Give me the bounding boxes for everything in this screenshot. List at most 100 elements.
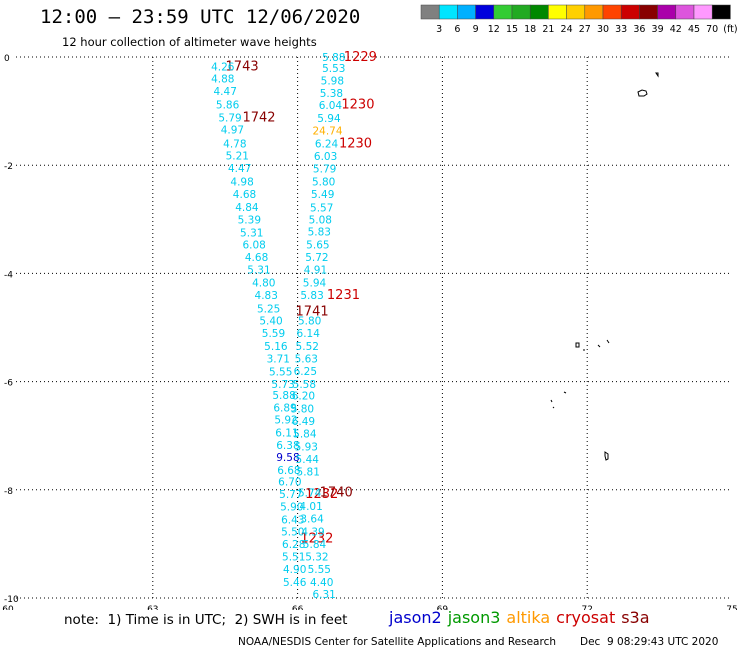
wave-height-point: 4.78	[223, 139, 246, 151]
x-tick-label: 66	[292, 605, 304, 610]
colorbar-label: 33	[615, 24, 627, 35]
wave-height-point: 5.25	[257, 304, 280, 316]
legend-item: cryosat	[556, 608, 616, 627]
colorbar-label: 3	[436, 24, 442, 35]
pass-time-label: 1740	[320, 486, 353, 501]
x-tick-label: 75	[726, 605, 737, 610]
wave-height-point: 5.79	[218, 113, 241, 125]
wave-height-point: 5.80	[298, 315, 321, 327]
colorbar-label: (ft)	[723, 24, 737, 35]
wave-height-point: 5.72	[305, 252, 328, 264]
x-tick-label: 60	[2, 605, 14, 610]
wave-height-point: 24.74	[312, 126, 342, 138]
wave-height-point: 6.03	[314, 151, 337, 163]
wave-height-point: 5.16	[264, 341, 288, 353]
wave-height-point: 3.71	[267, 353, 290, 365]
wave-height-point: 6.24	[315, 139, 339, 151]
island-shape	[550, 391, 567, 409]
chart-subtitle: 12 hour collection of altimeter wave hei…	[62, 35, 317, 49]
wave-height-point: 5.44	[296, 454, 320, 466]
wave-height-point: 5.79	[313, 163, 336, 175]
wave-height-point: 5.88	[272, 390, 295, 402]
wave-height-point: 6.38	[276, 440, 299, 452]
wave-height-point: 5.83	[308, 227, 331, 239]
colorbar-label: 36	[633, 24, 645, 35]
colorbar-label: 30	[597, 24, 609, 35]
wave-height-point: 5.55	[308, 564, 331, 576]
wave-height-point: 4.26	[211, 62, 235, 74]
legend-item: jason2	[389, 608, 442, 627]
wave-height-point: 4.84	[235, 202, 259, 214]
colorbar-label: 27	[579, 24, 591, 35]
wave-height-point: 5.21	[226, 150, 249, 162]
wave-height-point: 5.38	[320, 88, 343, 100]
x-tick-label: 72	[581, 605, 592, 610]
wave-height-point: 5.74	[298, 488, 322, 500]
coastline-islands	[550, 72, 659, 461]
wave-height-point: 5.98	[321, 75, 344, 87]
colorbar-label: 12	[488, 24, 500, 35]
wave-height-point: 5.32	[305, 551, 328, 563]
wave-height-point: 5.40	[259, 315, 282, 327]
wave-height-point: 5.08	[309, 214, 332, 226]
wave-height-point: 4.80	[252, 278, 275, 290]
wave-height-points: 17431742174117404.264.884.475.865.794.97…	[211, 50, 377, 601]
colorbar-swatch	[711, 4, 731, 20]
wave-height-point: 6.20	[292, 391, 315, 403]
wave-height-point: 5.55	[269, 366, 292, 378]
wave-height-point: 5.83	[300, 290, 323, 302]
wave-height-point: 6.31	[312, 589, 335, 601]
wave-height-point: 4.90	[283, 564, 306, 576]
wave-height-point: 5.77	[279, 489, 302, 501]
wave-height-point: 6.89	[273, 403, 296, 415]
x-tick-label: 69	[437, 605, 449, 610]
grid-lines	[16, 56, 732, 599]
wave-height-point: 4.47	[214, 86, 237, 98]
colorbar-label: 15	[506, 24, 518, 35]
wave-height-point: 5.31	[240, 227, 263, 239]
pass-time-label: 1741	[296, 304, 329, 319]
wave-height-point: 5.49	[311, 189, 334, 201]
wave-height-point: 5.57	[310, 202, 333, 214]
island-shape	[575, 339, 610, 351]
y-tick-label: -8	[4, 487, 13, 497]
wave-height-point: 5.52	[296, 341, 319, 353]
island-shape	[637, 89, 648, 97]
wave-height-point: 5.84	[303, 539, 327, 551]
wave-height-point: 4.47	[228, 163, 251, 175]
wave-height-point: 5.59	[262, 328, 285, 340]
colorbar-label: 6	[454, 24, 460, 35]
colorbar-labels: 3 6 9 12 15 18 21 24 27 30 33 36 39 42 45 70 (ft)	[436, 24, 737, 35]
wave-height-point: 5.93	[295, 442, 318, 454]
wave-height-point: 6.28	[282, 539, 305, 551]
wave-height-point: 6.14	[297, 328, 321, 340]
wave-height-point: 5.50	[281, 526, 304, 538]
colorbar: 3 6 9 12 15 18 21 24 27 30 33 36 39 42 45 70 (ft)	[420, 4, 738, 35]
wave-height-point: 5.88	[322, 52, 345, 64]
colorbar-label: 39	[652, 24, 664, 35]
pass-time-label: 1232	[305, 487, 338, 502]
wave-height-point: 5.94	[317, 113, 341, 125]
wave-height-point: 5.65	[306, 240, 329, 252]
wave-height-point: 5.31	[247, 265, 270, 277]
pass-time-label: 1229	[344, 50, 377, 65]
colorbar-swatches	[420, 4, 731, 20]
footer-note: note: 1) Time is in UTC; 2) SWH is in fe…	[64, 612, 348, 628]
wave-height-point: 4.68	[233, 189, 256, 201]
wave-height-point: 6.49	[292, 416, 315, 428]
legend-item: jason3	[447, 608, 501, 627]
wave-height-point: 5.94	[303, 278, 327, 290]
wave-height-point: 5.51	[282, 551, 305, 563]
wave-height-point: 5.39	[238, 214, 261, 226]
pass-time-label: 1230	[341, 98, 374, 113]
wave-height-point: 6.11	[275, 427, 298, 439]
colorbar-label: 70	[706, 24, 718, 35]
colorbar-label: 21	[542, 24, 554, 35]
wave-height-point: 5.58	[293, 379, 316, 391]
wave-height-point: 5.46	[283, 577, 307, 589]
y-tick-label: 0	[4, 54, 10, 64]
wave-height-point: 6.43	[281, 515, 304, 527]
wave-height-point: 5.80	[312, 176, 335, 188]
island-shape	[604, 451, 609, 461]
wave-height-point: 4.68	[245, 252, 268, 264]
